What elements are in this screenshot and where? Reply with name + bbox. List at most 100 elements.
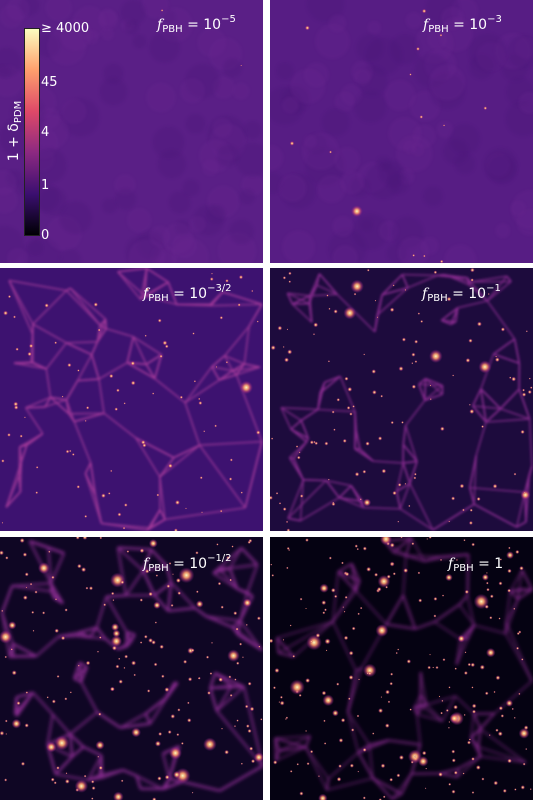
filament	[480, 388, 502, 410]
halo	[409, 73, 412, 76]
filament	[120, 722, 151, 729]
density-fluctuation	[132, 34, 147, 49]
halo	[523, 491, 526, 494]
density-fluctuation	[388, 117, 422, 151]
filament	[518, 569, 524, 590]
halo	[413, 472, 417, 476]
filament	[305, 437, 310, 443]
filament	[239, 620, 263, 651]
filament	[437, 274, 450, 278]
filament	[274, 750, 281, 761]
halo	[327, 360, 331, 363]
halo	[328, 307, 331, 310]
halo	[463, 671, 468, 676]
filament	[215, 685, 233, 712]
density-fluctuation	[152, 126, 185, 159]
halo	[159, 644, 164, 650]
halo	[187, 701, 190, 705]
halo	[199, 476, 203, 480]
halo	[338, 738, 344, 743]
filament	[224, 325, 250, 357]
halo	[107, 492, 111, 495]
halo	[457, 634, 466, 643]
filament	[212, 572, 238, 590]
density-fluctuation	[495, 223, 511, 239]
filament	[50, 396, 67, 401]
filament	[168, 606, 196, 613]
filament	[509, 569, 524, 593]
halo	[411, 352, 416, 357]
halo	[518, 727, 530, 739]
halo	[404, 289, 407, 291]
halo	[225, 278, 229, 283]
density-fluctuation	[27, 239, 44, 256]
filament	[415, 714, 422, 745]
halo	[186, 718, 192, 723]
filament-network	[280, 273, 533, 531]
density-fluctuation	[61, 98, 87, 124]
density-fluctuation	[356, 34, 384, 62]
density-fluctuation	[278, 174, 307, 203]
halo	[203, 737, 217, 752]
filament	[300, 408, 319, 422]
halo	[468, 338, 473, 343]
filament	[219, 373, 237, 381]
density-fluctuation	[315, 24, 350, 59]
halo	[518, 692, 521, 696]
filament	[414, 620, 435, 630]
density-fluctuation	[102, 198, 118, 214]
halo	[25, 691, 29, 694]
halo	[3, 310, 9, 316]
filament	[402, 425, 407, 445]
halo	[377, 575, 391, 588]
filament	[404, 399, 426, 426]
halo	[441, 594, 445, 597]
filament	[89, 462, 97, 495]
halo	[323, 719, 326, 723]
filament	[87, 754, 103, 781]
density-fluctuation	[185, 113, 206, 134]
halo	[154, 740, 162, 747]
filament	[347, 711, 371, 746]
halo	[453, 704, 458, 710]
filament	[299, 479, 305, 521]
halo	[5, 556, 9, 560]
panel-fpbh-1e-1: fPBH = 10−1	[270, 268, 533, 531]
filament	[374, 294, 383, 332]
halo	[219, 315, 224, 320]
density-fluctuation	[114, 188, 137, 210]
colorbar-title: 1 + δPDM	[6, 100, 24, 162]
density-fluctuation	[303, 134, 317, 148]
filament	[361, 501, 365, 508]
filament	[338, 485, 352, 499]
halo	[326, 294, 329, 297]
filament	[49, 582, 64, 604]
halo	[245, 623, 248, 626]
halo	[333, 428, 336, 431]
halo	[395, 651, 398, 655]
filament	[381, 273, 403, 296]
halo	[187, 677, 193, 682]
halo	[299, 791, 304, 796]
filament	[402, 462, 411, 484]
halo	[321, 600, 327, 606]
halo	[123, 503, 128, 507]
halo	[51, 575, 55, 580]
filament	[424, 384, 443, 402]
filament	[98, 378, 105, 414]
halo	[529, 386, 533, 389]
halo	[340, 717, 346, 723]
filament	[96, 328, 107, 343]
filament	[324, 375, 341, 384]
halo	[506, 551, 515, 560]
halo	[344, 595, 348, 599]
filament	[355, 590, 388, 626]
filament	[228, 547, 243, 569]
halo	[507, 758, 512, 764]
halo	[270, 495, 273, 500]
density-fluctuation	[232, 82, 250, 100]
halo	[359, 606, 363, 610]
halo	[15, 347, 19, 351]
halo	[53, 781, 57, 785]
halo	[384, 723, 390, 728]
